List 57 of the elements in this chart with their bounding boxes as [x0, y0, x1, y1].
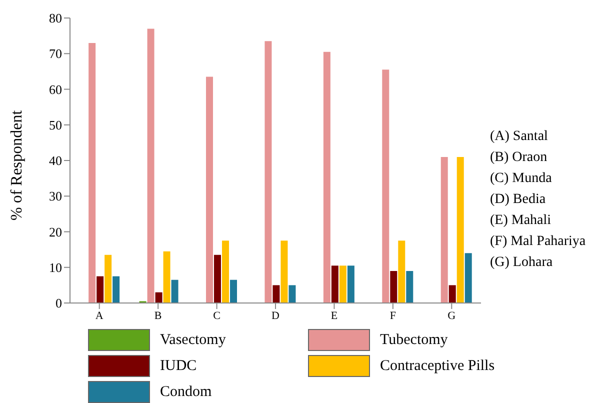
legend-label: Condom	[160, 384, 212, 400]
bar	[323, 52, 330, 303]
bar	[347, 266, 354, 303]
bar	[171, 280, 178, 303]
x-tick-label: D	[272, 310, 280, 322]
text: (D) Bedia	[490, 191, 547, 209]
bar	[406, 270, 414, 303]
bar	[398, 240, 406, 303]
bar	[448, 285, 456, 303]
y-tick-label: 50	[49, 117, 62, 132]
y-tick-label: 30	[49, 188, 62, 204]
bar	[464, 253, 472, 303]
text: (E) Mahali	[490, 212, 552, 230]
bar	[230, 280, 237, 303]
x-tick-label: F	[390, 310, 396, 322]
bar	[163, 251, 170, 303]
bar	[96, 276, 104, 303]
y-tick-label: 70	[49, 46, 62, 62]
y-tick-label: 20	[49, 224, 62, 240]
bar	[264, 41, 272, 303]
text: (A) Santal	[490, 128, 549, 146]
y-axis-title: % of Respondent	[8, 110, 26, 220]
x-tick-label: A	[95, 310, 104, 322]
bar	[88, 42, 96, 303]
bar	[339, 266, 346, 303]
bar	[272, 285, 280, 303]
y-tick-label: 60	[49, 82, 62, 97]
bar	[155, 292, 162, 303]
legend-label: Contraceptive Pills	[380, 358, 495, 374]
y-tick-label: 80	[49, 10, 62, 26]
bar	[331, 266, 338, 303]
bar	[390, 270, 398, 303]
text: (G) Lohara	[490, 254, 554, 272]
legend-label: Vasectomy	[160, 332, 226, 348]
bar	[456, 156, 464, 303]
legend-label: IUDC	[160, 358, 197, 374]
x-tick-label: G	[448, 310, 456, 322]
x-tick-label: B	[154, 310, 162, 322]
bar	[280, 240, 288, 303]
x-tick-label: C	[213, 310, 220, 322]
x-tick-label: E	[330, 310, 338, 322]
y-tick-label: 40	[49, 153, 62, 168]
text: (B) Oraon	[490, 149, 548, 167]
bar	[147, 28, 154, 303]
y-tick-label: 0	[56, 296, 62, 311]
y-tick-label: 10	[49, 260, 62, 275]
bar	[222, 240, 229, 303]
legend-label: Tubectomy	[380, 332, 448, 348]
text: (F) Mal Pahariya	[490, 233, 586, 251]
bar	[382, 70, 390, 303]
bar	[440, 156, 448, 303]
bar	[288, 285, 296, 303]
bar	[214, 254, 221, 303]
bar	[206, 76, 213, 303]
bar	[112, 276, 120, 303]
text: (C) Munda	[490, 170, 553, 188]
bar	[104, 254, 112, 303]
